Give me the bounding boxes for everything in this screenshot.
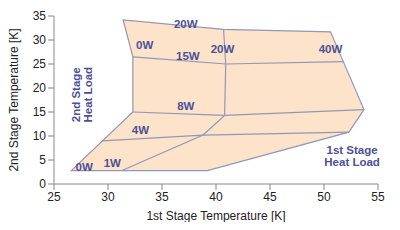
svg-text:1st Stage Temperature [K]: 1st Stage Temperature [K] [146,209,285,222]
svg-text:45: 45 [263,190,277,204]
svg-text:50: 50 [317,190,331,204]
svg-text:35: 35 [155,190,169,204]
svg-text:0W: 0W [76,161,93,173]
svg-text:35: 35 [33,9,47,23]
svg-text:25: 25 [33,57,47,71]
svg-text:1st StageHeat Load: 1st StageHeat Load [324,144,380,168]
svg-text:40W: 40W [319,43,343,55]
svg-text:2nd StageHeat Load: 2nd StageHeat Load [70,67,94,123]
svg-text:15: 15 [33,105,47,119]
svg-text:15W: 15W [176,50,200,62]
svg-text:8W: 8W [177,100,194,112]
svg-text:4W: 4W [132,124,149,136]
svg-text:0: 0 [39,177,46,191]
svg-text:40: 40 [209,190,223,204]
svg-text:25: 25 [47,190,61,204]
svg-text:1W: 1W [104,157,121,169]
svg-text:10: 10 [33,129,47,143]
svg-text:20W: 20W [174,18,198,30]
svg-text:5: 5 [39,153,46,167]
svg-text:20: 20 [33,81,47,95]
svg-text:30: 30 [101,190,115,204]
svg-text:55: 55 [371,190,385,204]
svg-text:20W: 20W [211,43,235,55]
svg-text:2nd Stage Temperature [K]: 2nd Stage Temperature [K] [8,28,21,171]
svg-text:30: 30 [33,33,47,47]
svg-text:0W: 0W [136,39,153,51]
